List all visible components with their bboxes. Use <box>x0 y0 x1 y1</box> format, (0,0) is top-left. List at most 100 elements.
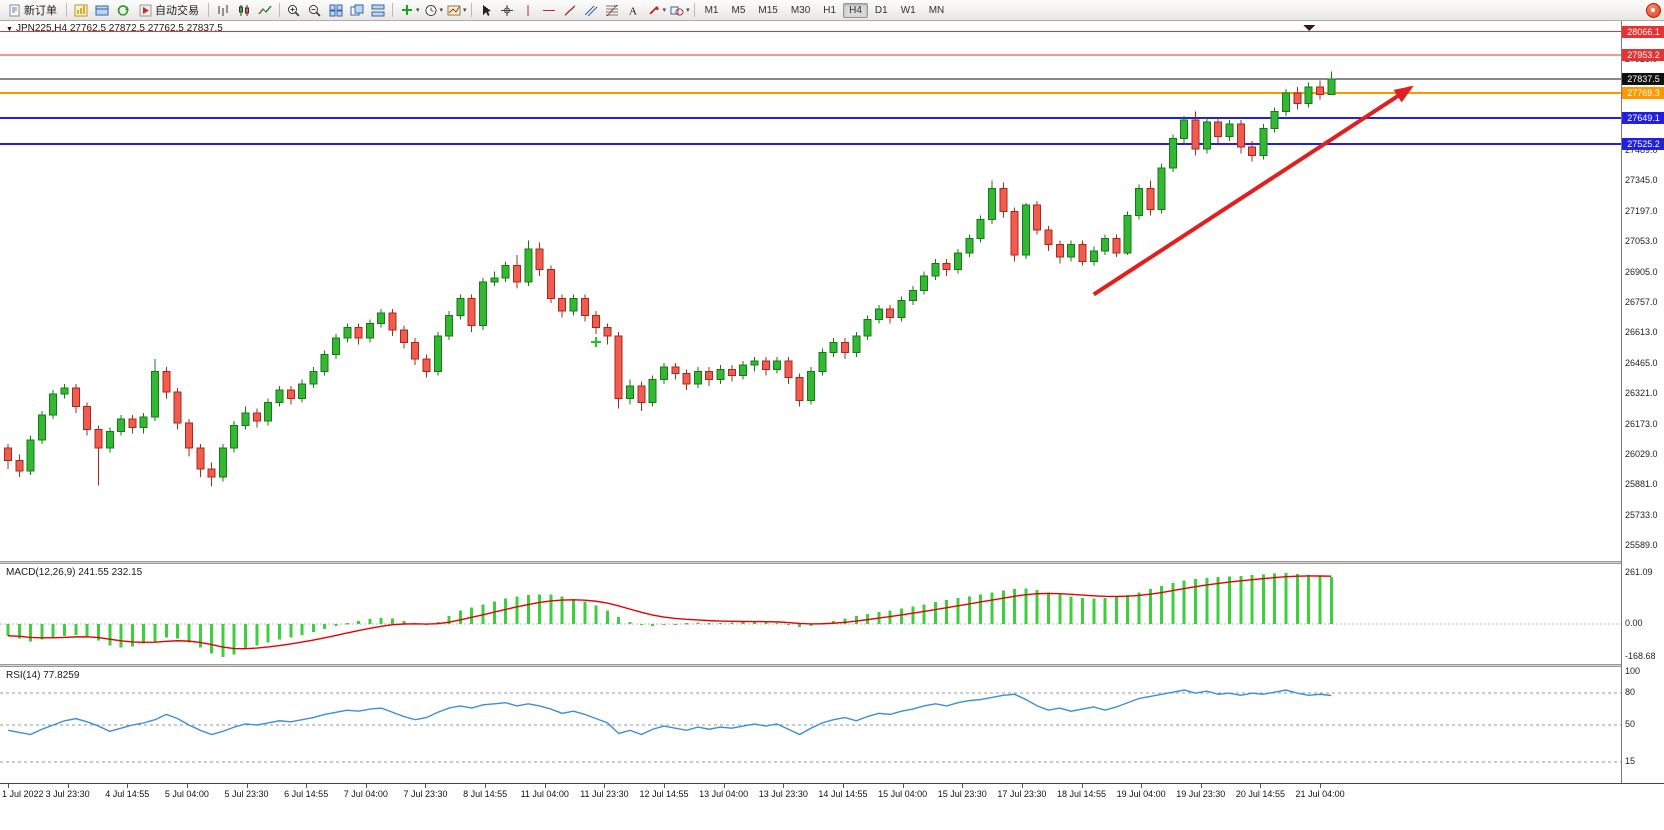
candle <box>693 370 702 385</box>
panel-splitter[interactable] <box>0 561 1621 564</box>
candle <box>524 248 533 283</box>
trend-arrow[interactable] <box>1092 85 1414 297</box>
separator <box>66 3 67 17</box>
candle <box>422 358 431 372</box>
candle <box>445 314 454 337</box>
timeframe-mn[interactable]: MN <box>928 4 945 16</box>
shapes-dropdown-caret-icon[interactable]: ▾ <box>686 7 690 14</box>
candle <box>931 262 940 277</box>
separator <box>693 3 695 17</box>
rsi-chart[interactable] <box>0 667 1621 783</box>
tile-windows-icon <box>329 4 343 16</box>
candle <box>173 391 182 424</box>
time-tick <box>783 784 785 788</box>
time-tick <box>1081 784 1083 788</box>
fibonacci-icon <box>605 4 618 16</box>
indicators-dropdown-caret-icon[interactable]: ▾ <box>416 7 420 14</box>
macd-panel[interactable]: MACD(12,26,9) 241.55 232.15 <box>0 564 1621 664</box>
price-tick-label: 100 <box>1625 666 1641 676</box>
candles-layer <box>4 71 1336 487</box>
fibonacci-tool-button[interactable] <box>602 2 622 19</box>
crosshair-icon <box>500 4 513 16</box>
line-chart-mode-button[interactable] <box>255 2 275 19</box>
periods-button[interactable] <box>421 2 441 19</box>
time-label: 1 Jul 2022 <box>2 789 44 799</box>
candle <box>275 389 284 403</box>
templates-dropdown-caret-icon[interactable]: ▾ <box>463 7 467 14</box>
timeframe-h4[interactable]: H4 <box>843 2 868 18</box>
horizontal-line-tool-button[interactable] <box>539 2 559 19</box>
vertical-line-tool-button[interactable] <box>518 2 538 19</box>
shapes-tool-button[interactable] <box>667 2 687 19</box>
candle <box>128 418 137 428</box>
timeframe-m15[interactable]: M15 <box>758 4 778 16</box>
candle <box>999 188 1008 212</box>
rsi-label: RSI(14) 77.8259 <box>6 670 80 681</box>
crosshair-tool-button[interactable] <box>497 2 517 19</box>
time-label: 5 Jul 23:30 <box>224 789 269 799</box>
panel-splitter[interactable] <box>0 664 1621 667</box>
text-tool-button[interactable]: A <box>623 2 643 19</box>
price-tick-label: 26757.0 <box>1625 297 1658 308</box>
time-label: 18 Jul 14:55 <box>1056 789 1107 799</box>
price-tick-label: 27345.0 <box>1625 175 1658 186</box>
time-label: 8 Jul 14:55 <box>463 789 508 799</box>
time-tick <box>962 784 964 788</box>
time-axis[interactable]: 1 Jul 2022 3 Jul 23:30 4 Jul 14:55 5 Jul 04… <box>0 783 1664 803</box>
candle <box>331 337 340 356</box>
arrange-windows-button[interactable] <box>368 2 388 19</box>
timeframe-w1[interactable]: W1 <box>900 4 916 16</box>
periods-dropdown-caret-icon[interactable]: ▾ <box>439 7 444 14</box>
main-chart-panel[interactable]: ▼ JPN225,H4 27762.5 27872.5 27762.5 27837… <box>0 20 1621 561</box>
candle <box>1146 188 1155 210</box>
trendline-tool-button[interactable] <box>560 2 580 19</box>
clock-icon <box>425 4 437 16</box>
new-order-button[interactable]: 新订单 <box>3 0 62 20</box>
channel-tool-button[interactable] <box>581 2 601 19</box>
arrows-dropdown-caret-icon[interactable]: ▾ <box>662 7 667 14</box>
candlestick-mode-button[interactable] <box>234 2 254 19</box>
arrows-tool-button[interactable] <box>644 2 664 19</box>
candle <box>727 368 736 376</box>
time-tick <box>306 784 308 788</box>
timeframe-m1[interactable]: M1 <box>704 4 719 16</box>
zoom-out-button[interactable] <box>305 2 325 19</box>
chart-window: ▼ JPN225,H4 27762.5 27872.5 27762.5 27837… <box>0 20 1664 830</box>
profiles-button[interactable] <box>92 2 112 19</box>
autoscroll-marker-icon[interactable] <box>1303 25 1315 31</box>
candle <box>1225 123 1234 138</box>
notification-icon[interactable] <box>1646 2 1661 18</box>
candle <box>490 277 499 283</box>
candle <box>773 360 782 370</box>
indicators-button[interactable] <box>397 2 417 19</box>
bar-chart-mode-button[interactable] <box>213 2 233 19</box>
trendline-icon <box>564 4 576 16</box>
zoom-in-button[interactable] <box>284 2 304 19</box>
time-tick <box>186 784 188 788</box>
price-tick-label: 26905.0 <box>1625 266 1658 277</box>
tile-windows-button[interactable] <box>326 2 346 19</box>
cascade-windows-button[interactable] <box>347 2 367 19</box>
new-chart-button[interactable] <box>71 2 91 19</box>
refresh-button[interactable] <box>113 2 133 19</box>
zoom-in-icon <box>288 4 300 17</box>
price-tick-label: 25733.0 <box>1625 510 1658 521</box>
timeframe-d1[interactable]: D1 <box>874 4 888 16</box>
candlestick-chart[interactable] <box>0 20 1621 561</box>
timeframe-m5[interactable]: M5 <box>731 4 746 16</box>
price-axis[interactable]: 27929.027489.027345.027197.027053.026905… <box>1621 20 1664 783</box>
timeframe-h1[interactable]: H1 <box>823 4 837 16</box>
time-tick <box>1021 784 1023 788</box>
price-badge-27953.2: 27953.2 <box>1622 48 1664 61</box>
templates-icon <box>447 5 461 15</box>
templates-button[interactable] <box>444 2 464 19</box>
rsi-panel[interactable]: RSI(14) 77.8259 <box>0 667 1621 783</box>
macd-chart[interactable] <box>0 564 1621 664</box>
candle <box>37 414 46 441</box>
auto-trading-button[interactable]: 自动交易 <box>134 0 204 20</box>
cursor-tool-button[interactable] <box>476 2 496 19</box>
candle <box>1157 167 1166 210</box>
zoom-out-icon <box>309 4 321 17</box>
timeframe-m30[interactable]: M30 <box>790 4 811 16</box>
candle <box>1033 204 1042 231</box>
